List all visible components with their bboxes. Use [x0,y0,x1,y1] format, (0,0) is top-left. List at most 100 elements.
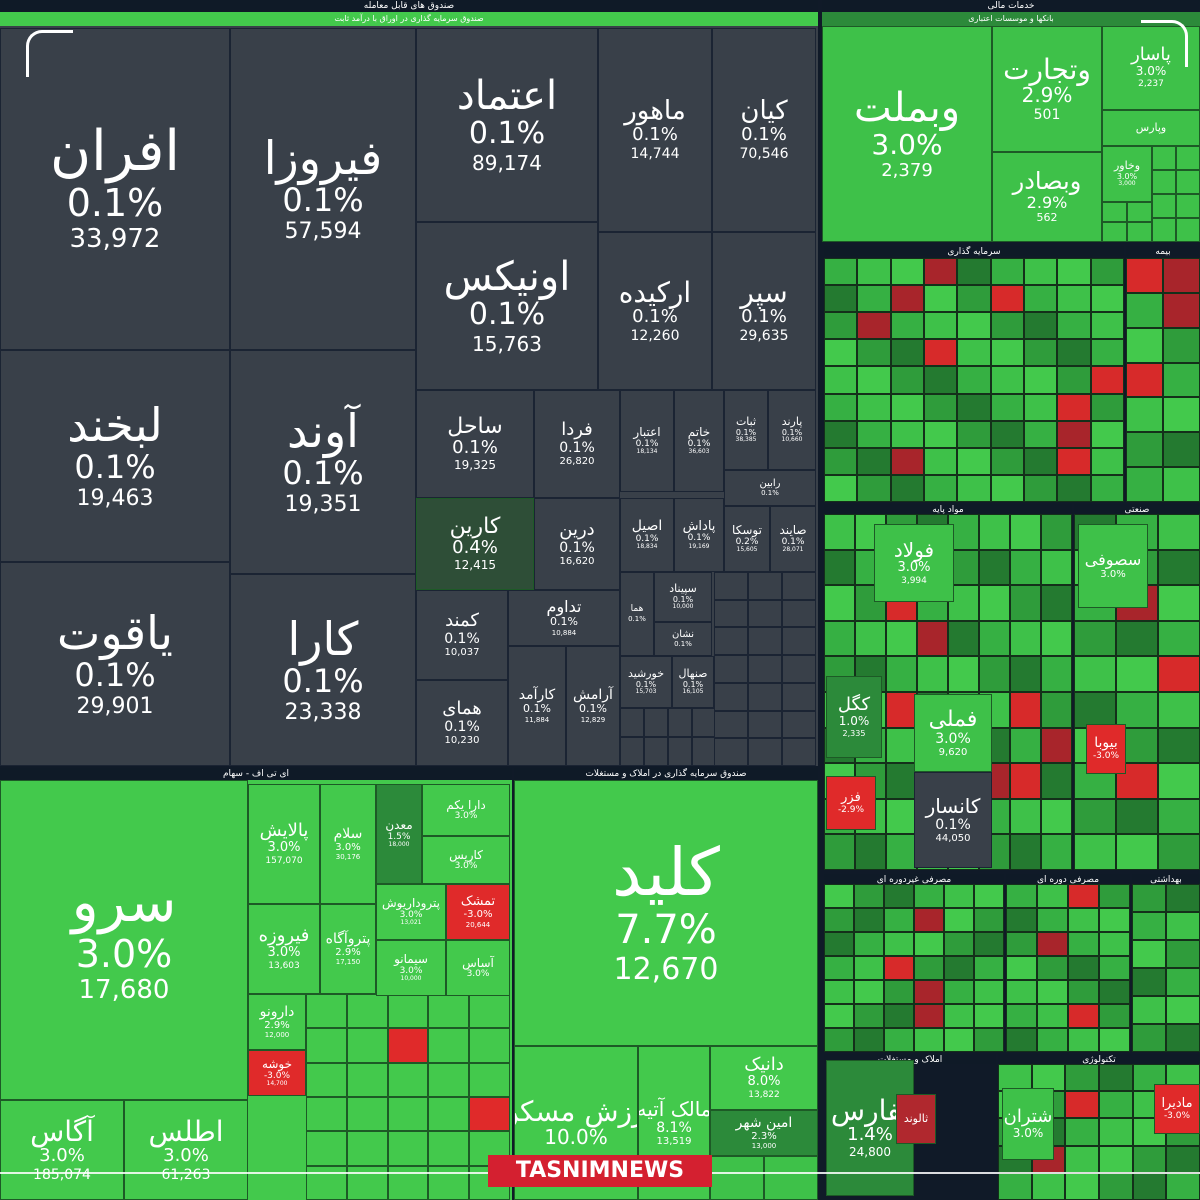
treemap-tile[interactable]: فیروزا 0.1% 57,594 [230,28,416,350]
tile-value: 157,070 [265,855,303,866]
treemap-tile[interactable]: فملی 3.0% 9,620 [914,694,992,772]
tile-name: کارین [449,514,501,540]
treemap-tile[interactable]: درین 0.1% 16,620 [534,498,620,590]
treemap-tile[interactable]: صنهال 0.1% 16,105 [672,656,714,708]
treemap-tile[interactable]: سیمانو 3.0% 10,000 [376,940,446,996]
treemap-tile[interactable]: فیروزه 3.0% 13,603 [248,904,320,994]
treemap-mini-cell [1090,258,1124,286]
tile-change: 3.0% [335,841,361,853]
treemap-mini-cell [1006,932,1037,956]
treemap-tile[interactable]: دانیک 8.0% 13,822 [710,1046,818,1110]
treemap-tile[interactable]: وبملت 3.0% 2,379 [822,26,992,242]
treemap-tile[interactable]: ثبات 0.1% 38,385 [724,390,768,470]
treemap-tile[interactable]: سصوفی 3.0% [1078,524,1148,608]
treemap-tile[interactable]: دارونو 2.9% 12,000 [248,994,306,1050]
treemap-tile[interactable]: ماهور 0.1% 14,744 [598,28,712,232]
treemap-tile[interactable]: همای 0.1% 10,230 [416,680,508,766]
treemap-tile[interactable]: اطلس 3.0% 61,263 [124,1100,248,1200]
treemap-mini-cell [428,994,470,1029]
treemap-mini-cell [914,1028,944,1052]
treemap-tile[interactable]: آساس 3.0% [446,940,510,996]
treemap-tile[interactable]: وخاور 3.0% 3,000 [1102,146,1152,202]
treemap-tile[interactable]: آرامش 0.1% 12,829 [566,646,620,766]
treemap-tile[interactable]: آگاس 3.0% 185,074 [0,1100,124,1200]
treemap-tile[interactable]: کگل 1.0% 2,335 [826,676,882,758]
treemap-tile[interactable]: کانسار 0.1% 44,050 [914,772,992,868]
treemap-tile[interactable]: تداوم 0.1% 10,884 [508,590,620,646]
treemap-tile[interactable]: پاداش 0.1% 19,169 [674,498,724,572]
treemap-mini-cell [890,366,924,394]
treemap-tile[interactable]: وتجارت 2.9% 501 [992,26,1102,152]
treemap-tile[interactable]: پالایش 3.0% 157,070 [248,784,320,904]
treemap-mini-cell [1158,620,1200,657]
treemap-mini-cell [644,737,668,766]
treemap-tile[interactable]: خوشه -3.0% 14,700 [248,1050,306,1096]
treemap-tile[interactable]: اونیکس 0.1% 15,763 [416,222,598,390]
treemap-tile[interactable]: ثالوند [896,1094,936,1144]
treemap-mini-cell [1163,258,1200,293]
treemap-tile[interactable]: هما 0.1% [620,572,654,656]
treemap-mini-cell [1031,1064,1066,1092]
treemap-tile[interactable]: نشان 0.1% [654,622,712,656]
treemap-tile[interactable]: آوند 0.1% 19,351 [230,350,416,574]
tile-change: 0.1% [468,297,546,333]
treemap-tile[interactable]: پتروداریوش 3.0% 13,021 [376,884,446,940]
treemap-mini-cell [1099,1172,1133,1200]
treemap-tile[interactable]: معدن 1.5% 18,000 [376,784,422,884]
treemap-tile[interactable]: امین شهر 2.3% 13,000 [710,1110,818,1156]
treemap-tile[interactable]: سپیناد 0.1% 10,000 [654,572,712,622]
treemap-tile[interactable]: فولاد 3.0% 3,994 [874,524,954,602]
treemap-tile[interactable]: کیان 0.1% 70,546 [712,28,816,232]
treemap-mini-cell [1132,1024,1166,1052]
treemap-tile[interactable]: یاقوت 0.1% 29,901 [0,562,230,766]
treemap-mini-cell [1068,908,1099,932]
treemap-tile[interactable]: صایند 0.1% 28,071 [770,506,816,572]
treemap-mini-cell [1024,447,1058,475]
treemap-tile[interactable]: پاسار 3.0% 2,237 [1102,26,1200,110]
treemap-tile[interactable]: کارا 0.1% 23,338 [230,574,416,766]
treemap-tile[interactable]: خاتم 0.1% 36,603 [674,390,724,492]
treemap-tile[interactable]: شتران 3.0% [1002,1088,1054,1160]
treemap-tile[interactable]: تمشک -3.0% 20,644 [446,884,510,940]
treemap-mini-cell [824,884,854,908]
treemap-tile[interactable]: بیوبا -3.0% [1086,724,1126,774]
treemap-mini-cell [944,1028,974,1052]
treemap-tile[interactable]: وبصادر 2.9% 562 [992,152,1102,242]
treemap-mini-cell [306,1028,347,1063]
treemap-mini-cell [886,727,917,764]
treemap-tile[interactable]: اعتبار 0.1% 18,134 [620,390,674,492]
tile-change: 0.1% [781,427,803,437]
treemap-tile[interactable]: افران 0.1% 33,972 [0,28,230,350]
treemap-tile[interactable]: اصیل 0.1% 18,834 [620,498,674,572]
treemap-tile[interactable]: کلید 7.7% 12,670 [514,780,818,1046]
treemap-mini-cell [1132,884,1166,912]
treemap-tile[interactable]: ارکیده 0.1% 12,260 [598,232,712,390]
tile-value: 33,972 [69,224,161,255]
treemap-tile[interactable]: لبخند 0.1% 19,463 [0,350,230,562]
treemap-tile[interactable]: کمند 0.1% 10,037 [416,590,508,680]
treemap-tile[interactable]: کارآمد 0.1% 11,884 [508,646,566,766]
treemap-tile[interactable]: خورشید 0.1% 15,703 [620,656,672,708]
treemap-tile[interactable]: پارند 0.1% 10,660 [768,390,816,470]
treemap-tile[interactable]: اعتماد 0.1% 89,174 [416,28,598,222]
tile-change: 0.1% [559,439,595,456]
treemap-tile[interactable]: ساحل 0.1% 19,325 [416,390,534,498]
treemap-tile[interactable]: دارا یکم 3.0% [422,784,510,836]
treemap-tile[interactable]: وپارس [1102,110,1200,146]
treemap-tile[interactable]: سلام 3.0% 30,176 [320,784,376,904]
treemap-tile[interactable]: مادیرا -3.0% [1154,1084,1200,1134]
treemap-tile[interactable]: کارین 0.4% 12,415 [416,498,534,590]
tile-change: 0.4% [452,537,498,559]
treemap-mini-cell [1176,146,1200,170]
treemap-mini-cell [824,834,855,870]
treemap-tile[interactable]: پتروآگاه 2.9% 17,150 [320,904,376,994]
treemap-tile[interactable]: فزر -2.9% [826,776,876,830]
sector-title: صنعتی [1074,504,1200,514]
treemap-tile[interactable]: رابین 0.1% [724,470,816,506]
treemap-tile[interactable]: کاریس 3.0% [422,836,510,884]
treemap-tile[interactable]: توسکا 0.2% 15,605 [724,506,770,572]
treemap-tile[interactable]: سپر 0.1% 29,635 [712,232,816,390]
treemap-tile[interactable]: فردا 0.1% 26,820 [534,390,620,498]
treemap-mini-cell [1037,884,1068,908]
treemap-tile[interactable]: سرو 3.0% 17,680 [0,780,248,1100]
